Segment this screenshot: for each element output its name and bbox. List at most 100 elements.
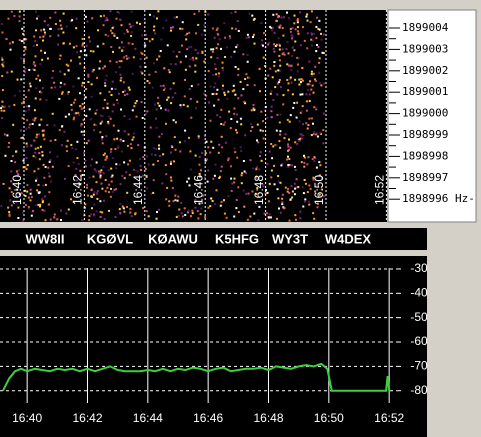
waterfall-pixel [214,82,217,85]
waterfall-pixel [148,82,151,84]
waterfall-pixel [268,200,270,203]
waterfall-pixel [212,48,215,51]
waterfall-pixel [81,174,84,176]
waterfall-pixel [224,36,227,39]
waterfall-pixel [81,44,84,47]
waterfall-pixel [253,109,256,112]
waterfall-pixel [96,197,99,200]
waterfall-pixel [281,193,284,196]
waterfall-pixel [93,214,96,217]
waterfall-pixel [188,46,191,49]
waterfall-pixel [18,90,21,93]
waterfall-pixel [291,37,294,40]
waterfall-pixel [102,172,105,175]
waterfall-pixel [174,194,177,197]
waterfall-pixel [133,201,136,204]
waterfall-pixel [322,112,325,115]
waterfall-pixel [258,67,261,70]
waterfall-pixel [68,113,71,116]
waterfall-pixel [1,89,4,92]
waterfall-pixel [85,114,88,117]
waterfall-pixel [130,34,133,37]
waterfall-pixel [322,82,325,85]
waterfall-pixel [30,196,33,199]
waterfall-pixel [306,83,309,86]
waterfall-pixel [104,19,107,22]
waterfall-pixel [168,71,171,74]
waterfall-pixel [9,48,12,51]
waterfall-pixel [126,29,128,32]
waterfall-pixel [289,27,292,30]
waterfall-pixel [5,38,8,40]
waterfall-pixel [173,160,175,163]
waterfall-pixel [310,134,313,137]
waterfall-pixel [268,150,271,153]
waterfall-pixel [165,173,168,176]
waterfall-pixel [293,14,296,17]
waterfall-pixel [296,101,299,104]
freq-label: 1899003 [402,42,448,55]
waterfall-pixel [34,40,37,43]
waterfall-pixel [246,60,249,63]
waterfall-pixel [305,182,307,185]
waterfall-pixel [123,115,126,118]
waterfall-pixel [91,195,93,198]
waterfall-pixel [289,146,292,149]
waterfall-pixel [220,47,222,50]
waterfall-pixel [118,60,121,63]
waterfall-pixel [310,38,313,41]
waterfall-pixel [129,211,132,214]
waterfall-pixel [267,43,270,46]
waterfall-pixel [38,123,41,126]
waterfall-pixel [273,43,275,46]
waterfall-pixel [10,160,13,162]
waterfall-pixel [190,46,193,49]
waterfall-pixel [91,207,93,210]
waterfall-pixel [267,216,270,219]
waterfall-pixel [42,184,45,187]
waterfall-pixel [162,27,165,29]
waterfall-pixel [186,48,189,51]
waterfall-pixel [190,116,193,119]
waterfall-pixel [180,212,183,215]
waterfall-pixel [26,164,29,167]
waterfall-pixel [101,187,104,190]
waterfall-pixel [170,179,173,182]
waterfall-pixel [231,182,234,185]
waterfall-pixel [118,11,121,14]
waterfall-pixel [90,158,93,161]
waterfall-pixel [119,183,122,186]
waterfall-pixel [308,117,311,120]
waterfall-pixel [79,105,82,108]
waterfall-pixel [101,138,104,141]
waterfall-pixel [285,48,288,51]
waterfall-pixel [62,42,65,45]
waterfall-pixel [1,117,4,119]
waterfall-pixel [212,92,215,95]
waterfall-pixel [96,45,99,48]
waterfall-pixel [49,16,52,19]
waterfall-pixel [127,56,130,59]
waterfall-pixel [99,131,102,134]
waterfall-pixel [8,105,11,108]
waterfall-pixel [27,196,30,199]
waterfall-pixel [271,29,274,32]
waterfall-pixel [17,206,20,209]
waterfall-pixel [150,153,153,156]
waterfall-pixel [281,27,284,29]
waterfall-pixel [315,25,318,28]
waterfall-pixel [227,195,230,198]
waterfall-pixel [299,93,302,96]
waterfall-pixel [189,168,192,171]
waterfall-pixel [152,179,155,182]
waterfall-pixel [119,138,122,141]
waterfall-pixel [129,207,132,210]
waterfall-pixel [76,51,78,54]
waterfall-pixel [60,27,63,30]
waterfall-pixel [2,65,5,68]
waterfall-pixel [139,158,142,161]
waterfall-pixel [279,146,282,149]
waterfall-pixel [201,152,204,155]
waterfall-pixel [321,51,324,54]
waterfall-pixel [198,172,201,175]
